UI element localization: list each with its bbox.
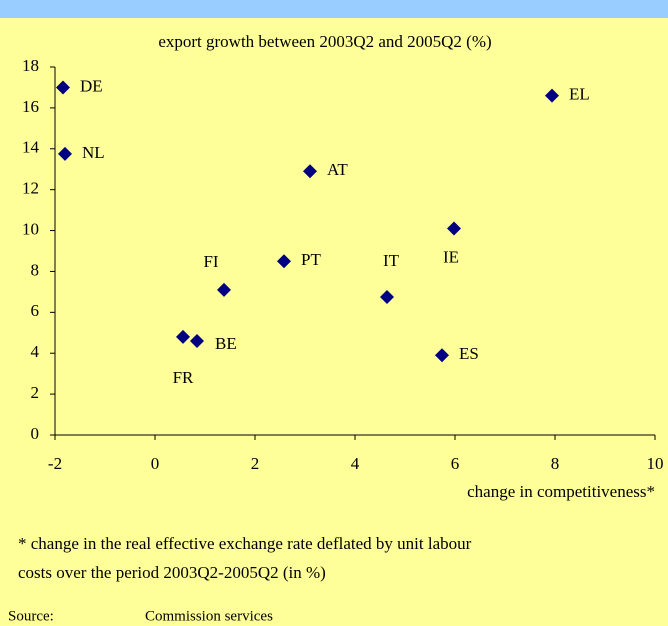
header-band (0, 0, 668, 18)
y-tick-label: 0 (31, 424, 40, 443)
y-tick-label: 10 (22, 219, 39, 238)
source: Commission services (145, 608, 273, 624)
point (447, 221, 461, 236)
point-label: PT (301, 250, 321, 269)
point (176, 329, 190, 344)
y-tick-label: 8 (31, 260, 40, 279)
x-tick-label: 8 (551, 454, 560, 473)
point (58, 146, 72, 161)
y-tick-label: 6 (31, 301, 40, 320)
point (435, 348, 449, 363)
point (217, 282, 231, 297)
x-tick-label: 6 (451, 454, 460, 473)
x-tick-label: -2 (48, 454, 62, 473)
point-label: FI (203, 252, 218, 271)
point-label: NL (82, 143, 105, 162)
point-label: AT (327, 160, 348, 179)
x-axis-label: change in competitiveness* (467, 482, 655, 501)
chart-title: export growth between 2003Q2 and 2005Q2 … (158, 32, 491, 51)
point-label: IE (443, 247, 459, 266)
footnote: costs over the period 2003Q2-2005Q2 (in … (18, 563, 326, 582)
point (277, 254, 291, 269)
point (545, 88, 559, 103)
point-label: DE (80, 76, 103, 95)
x-tick-label: 4 (351, 454, 360, 473)
y-tick-label: 18 (22, 56, 39, 75)
y-tick-label: 14 (22, 138, 40, 157)
point (56, 80, 70, 95)
point (380, 290, 394, 304)
point (303, 164, 317, 179)
point (190, 333, 204, 348)
y-tick-label: 2 (31, 383, 40, 402)
y-tick-label: 4 (31, 342, 40, 361)
point-label: IT (383, 251, 400, 270)
point-label: EL (569, 85, 590, 104)
point-label: FR (173, 368, 194, 387)
source-label: Source: (8, 608, 54, 624)
x-tick-label: 2 (251, 454, 260, 473)
y-tick-label: 12 (22, 179, 39, 198)
footnote: * change in the real effective exchange … (18, 534, 472, 553)
point-label: ES (459, 344, 479, 363)
point-label: BE (215, 334, 237, 353)
x-tick-label: 0 (151, 454, 160, 473)
y-tick-label: 16 (22, 97, 39, 116)
x-tick-label: 10 (647, 454, 664, 473)
